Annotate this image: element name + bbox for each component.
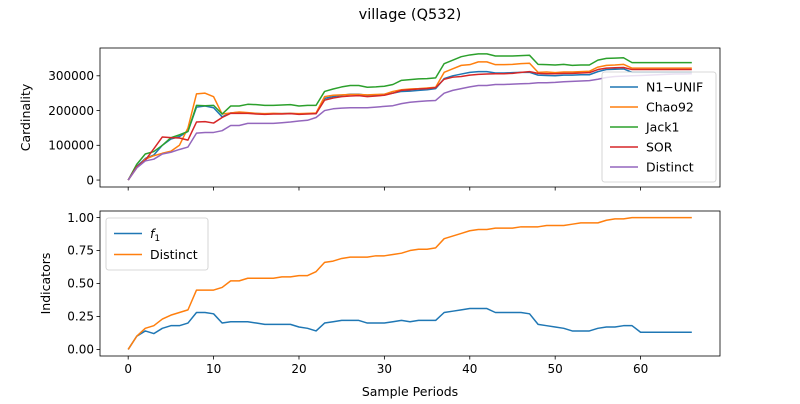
y-tick-label: 0.75 <box>67 244 94 258</box>
x-tick-label: 50 <box>548 362 563 376</box>
y-tick-label: 1.00 <box>67 211 94 225</box>
series-line-1-1 <box>127 216 692 350</box>
y-axis-label: Indicators <box>38 253 53 315</box>
x-tick-label: 60 <box>633 362 648 376</box>
series-line-0-4 <box>127 72 692 181</box>
x-tick-label: 30 <box>377 362 392 376</box>
legend: f1 Distinct <box>105 217 209 271</box>
y-tick-label: 100000 <box>48 139 94 153</box>
legend-frame <box>105 217 209 271</box>
y-tick-label: 200000 <box>48 104 94 118</box>
y-tick-label: 0.25 <box>67 310 94 324</box>
series-line-1-0 <box>127 307 692 350</box>
legend-label: Distinct <box>150 247 198 262</box>
chart-title: village (Q532) <box>359 7 462 23</box>
legend-frame <box>601 71 717 183</box>
legend-label: N1−UNIF <box>646 79 703 94</box>
y-tick-label: 0.50 <box>67 277 94 291</box>
x-tick-label: 20 <box>291 362 306 376</box>
legend: N1−UNIF Chao92 Jack1 SOR Distinct <box>601 71 717 183</box>
legend-label: f1 <box>150 226 160 244</box>
legend-label: Jack1 <box>645 119 679 134</box>
panel-cardinality: 0 100000 200000 300000 Cardinality N1−UNIF Cha… <box>18 47 721 191</box>
panel-indicators: 0.00 0.25 0.50 0.75 1.00 0 10 20 30 40 50 60 Indicat… <box>38 210 721 376</box>
x-tick-label: 40 <box>462 362 477 376</box>
y-tick-label: 300000 <box>48 69 94 83</box>
y-axis-label: Cardinality <box>18 83 33 151</box>
y-tick-label: 0.00 <box>67 343 94 357</box>
legend-label: Chao92 <box>646 99 694 114</box>
legend-label: SOR <box>646 139 673 154</box>
x-tick-label: 10 <box>206 362 221 376</box>
plot-frame <box>99 47 721 188</box>
series-line-0-3 <box>127 66 692 181</box>
legend-label: Distinct <box>646 159 694 174</box>
x-axis-label: Sample Periods <box>362 384 458 399</box>
y-tick-label: 0 <box>86 173 94 187</box>
series-line-0-2 <box>127 53 692 181</box>
x-tick-label: 0 <box>124 362 132 376</box>
